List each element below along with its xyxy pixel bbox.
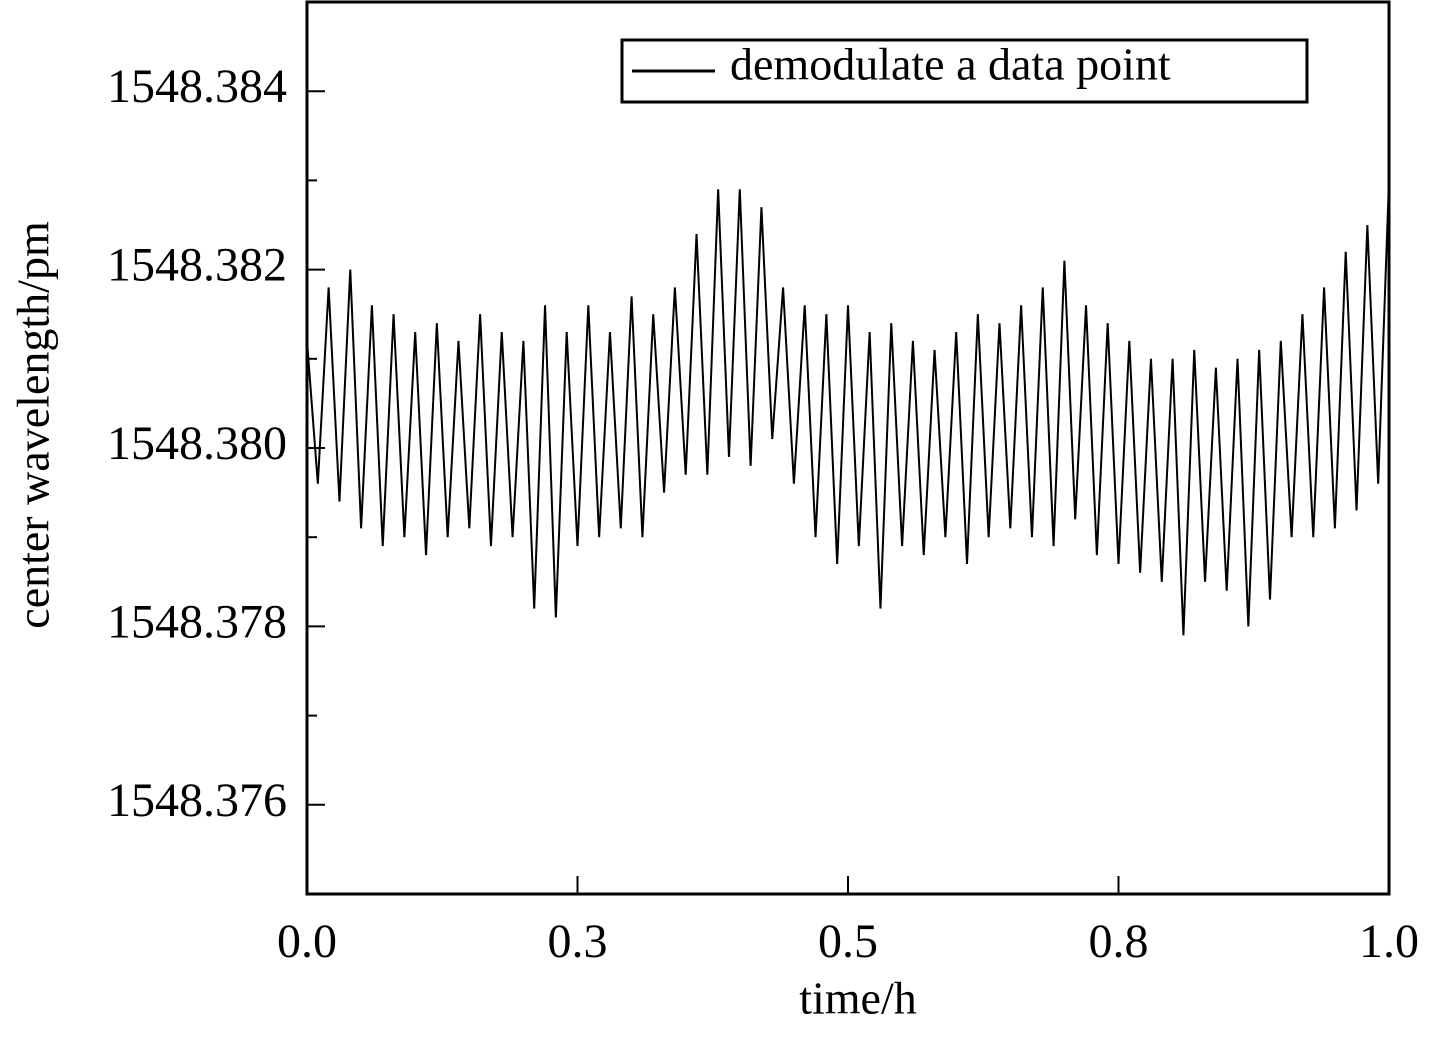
y-tick-label: 1548.378 [107,595,287,648]
y-tick-label: 1548.384 [107,60,287,113]
legend-label: demodulate a data point [730,39,1171,90]
y-tick-label: 1548.382 [107,239,287,292]
x-tick-label: 0.3 [548,915,608,968]
plot-frame [305,0,1391,896]
y-axis-label: center wavelength/pm [8,221,59,629]
x-axis-label: time/h [799,973,917,1024]
data-line [306,180,1390,636]
y-tick-label: 1548.376 [107,774,287,827]
legend-box [620,38,1309,104]
y-tick-label: 1548.380 [107,417,287,470]
x-tick-label: 0.5 [818,915,878,968]
x-tick-label: 0.0 [277,915,337,968]
x-tick-label: 1.0 [1359,915,1419,968]
x-tick-label: 0.8 [1089,915,1149,968]
